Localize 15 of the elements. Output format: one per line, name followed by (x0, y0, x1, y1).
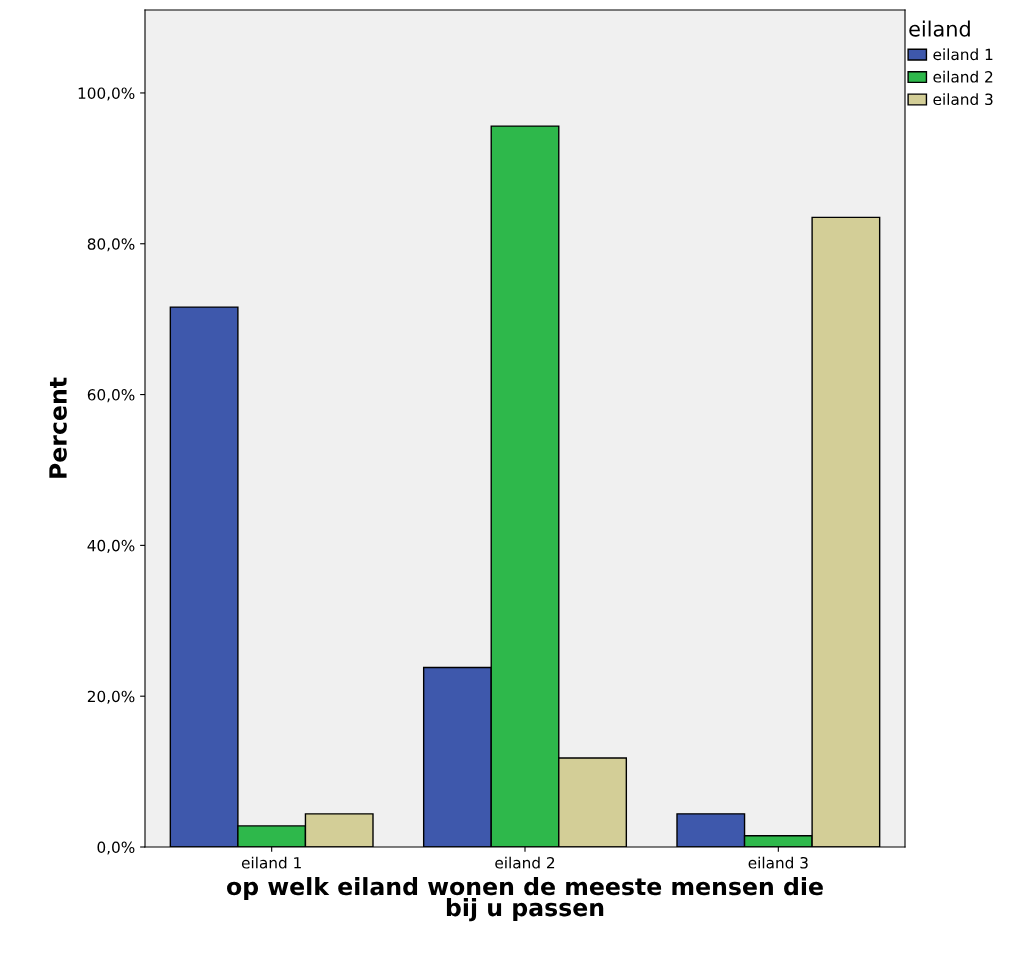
x-axis-title: op welk eiland wonen de meeste mensen die bij u passen (227, 877, 823, 922)
y-tick-label: 20,0% (87, 690, 135, 704)
legend-label: eiland 2 (933, 70, 993, 83)
y-tick-label: 100,0% (78, 87, 135, 101)
x-tick-label: eiland 1 (241, 856, 301, 869)
legend-title: eiland (909, 20, 970, 37)
x-tick-label: eiland 3 (748, 856, 808, 869)
y-tick-label: 80,0% (87, 238, 135, 252)
legend-label: eiland 1 (933, 48, 993, 61)
y-tick-label: 60,0% (87, 389, 135, 403)
x-tick-label: eiland 2 (495, 856, 555, 869)
y-axis-title: Percent (49, 377, 67, 478)
y-tick-label: 0,0% (97, 841, 135, 855)
legend-label: eiland 3 (933, 93, 993, 106)
y-tick-label: 40,0% (87, 539, 135, 553)
